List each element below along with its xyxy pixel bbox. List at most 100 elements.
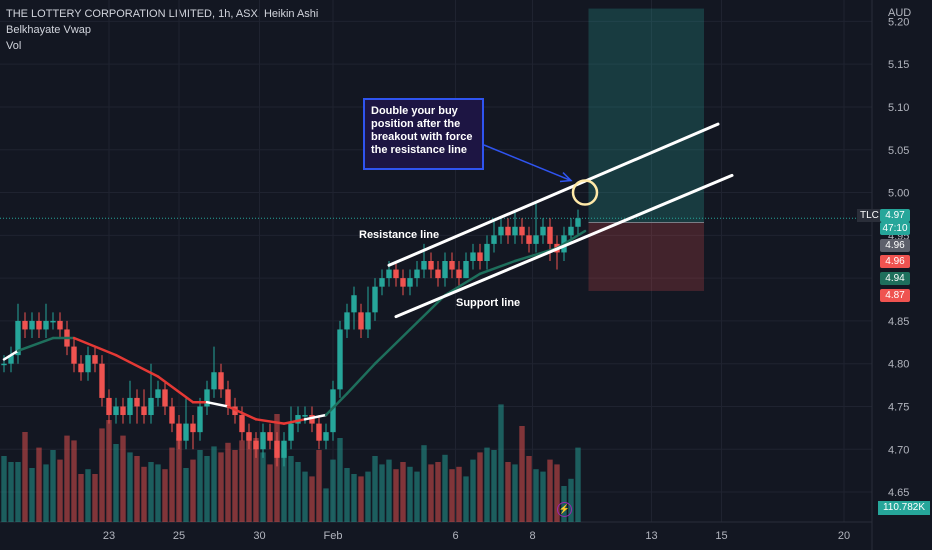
candle-body xyxy=(414,269,420,279)
volume-bar xyxy=(281,450,287,522)
candle-body xyxy=(365,312,371,330)
volume-bar xyxy=(176,438,182,522)
volume-bar xyxy=(358,476,364,522)
time-tick-label: 20 xyxy=(838,530,850,542)
candle-body xyxy=(533,235,539,244)
candle-body xyxy=(351,295,357,313)
volume-bar xyxy=(414,471,420,522)
volume-bar xyxy=(421,445,427,522)
volume-bar xyxy=(519,426,525,522)
candle-body xyxy=(57,320,63,330)
candle-body xyxy=(29,320,35,330)
vwap-segment xyxy=(72,336,118,357)
volume-bar xyxy=(78,474,84,522)
vwap-segment xyxy=(282,418,307,425)
vwap-segment xyxy=(478,259,517,276)
candle-body xyxy=(442,261,448,279)
candle-body xyxy=(15,320,21,356)
time-tick-label: Feb xyxy=(324,530,343,542)
support-line-label[interactable]: Support line xyxy=(456,297,521,309)
volume-bar xyxy=(575,447,581,522)
resistance-line-label[interactable]: Resistance line xyxy=(359,229,440,241)
candle-body xyxy=(43,320,49,330)
volume-bar xyxy=(393,469,399,522)
candle-body xyxy=(8,355,14,364)
volume-bar xyxy=(225,442,231,522)
symbol-title[interactable]: THE LOTTERY CORPORATION LIMITED, 1h, ASX… xyxy=(6,8,319,20)
vwap-segment xyxy=(303,413,328,421)
candle-body xyxy=(526,235,532,244)
indicator-volume-label[interactable]: Vol xyxy=(6,40,22,52)
candle-body xyxy=(337,329,343,390)
candle-body xyxy=(99,363,105,398)
price-tick-label: 4.80 xyxy=(888,359,909,371)
candle-body xyxy=(113,406,119,416)
annotation-callout[interactable]: Double your buy position after the break… xyxy=(363,98,484,170)
price-tick-label: 5.00 xyxy=(888,188,909,200)
candle-body xyxy=(253,440,259,450)
volume-bar xyxy=(218,452,224,522)
candle-body xyxy=(281,440,287,458)
candle-body xyxy=(575,218,581,227)
vwap-segment xyxy=(443,272,482,297)
overlays xyxy=(483,144,599,206)
vwap-segment xyxy=(226,405,258,421)
breakout-circle xyxy=(571,179,599,206)
time-tick-label: 6 xyxy=(452,530,458,542)
candle-body xyxy=(400,278,406,287)
vwap-segment xyxy=(114,353,160,378)
volume-bar xyxy=(540,471,546,522)
candle-body xyxy=(449,261,455,270)
volume-bar xyxy=(344,468,350,522)
indicator-vwap-label[interactable]: Belkhayate Vwap xyxy=(6,24,91,36)
candle-body xyxy=(372,286,378,313)
candle-body xyxy=(106,397,112,416)
volume-bar xyxy=(547,459,553,522)
candle-body xyxy=(211,372,217,390)
volume-bar xyxy=(337,438,343,522)
candle-body xyxy=(239,415,245,433)
candle-body xyxy=(120,406,126,416)
candle-body xyxy=(71,346,77,364)
vwap-segment xyxy=(156,375,195,404)
candle-body xyxy=(568,226,574,236)
volume-bar xyxy=(197,450,203,522)
volume-bar xyxy=(71,440,77,522)
vwap-segment xyxy=(254,418,286,425)
volume-bar xyxy=(190,459,196,522)
volume-bar xyxy=(463,476,469,522)
countdown-tag: 47:10 xyxy=(880,222,910,235)
volume-bar xyxy=(204,456,210,522)
volume-bar xyxy=(155,464,161,522)
candle-body xyxy=(162,389,168,407)
candle-body xyxy=(358,312,364,330)
candle-body xyxy=(505,226,511,236)
volume-bar xyxy=(449,469,455,522)
candle-body xyxy=(498,226,504,236)
volume-bar xyxy=(442,454,448,522)
volume-bar xyxy=(456,466,462,522)
volume-bar xyxy=(491,450,497,522)
volume-bar xyxy=(8,462,14,522)
lightning-icon[interactable]: ⚡ xyxy=(557,502,572,517)
time-tick-label: 25 xyxy=(173,530,185,542)
volume-bar xyxy=(148,462,154,522)
price-tick-label: 5.15 xyxy=(888,59,909,71)
candle-body xyxy=(288,423,294,441)
volume-bar xyxy=(295,462,301,522)
volume-bar xyxy=(260,452,266,522)
candle-body xyxy=(204,389,210,407)
chart-legend: THE LOTTERY CORPORATION LIMITED, 1h, ASX… xyxy=(6,6,318,54)
vwap-segment xyxy=(408,293,447,331)
candle-body xyxy=(491,235,497,244)
candle-body xyxy=(155,389,161,398)
currency-label[interactable]: AUD xyxy=(888,7,912,19)
volume-bar xyxy=(1,456,7,522)
vwap-segment xyxy=(555,229,587,250)
candle-body xyxy=(435,269,441,279)
volume-bar xyxy=(484,447,490,522)
resistance-line xyxy=(387,122,720,267)
volume-bar xyxy=(134,456,140,522)
ticker-tag: TLC xyxy=(857,209,882,222)
